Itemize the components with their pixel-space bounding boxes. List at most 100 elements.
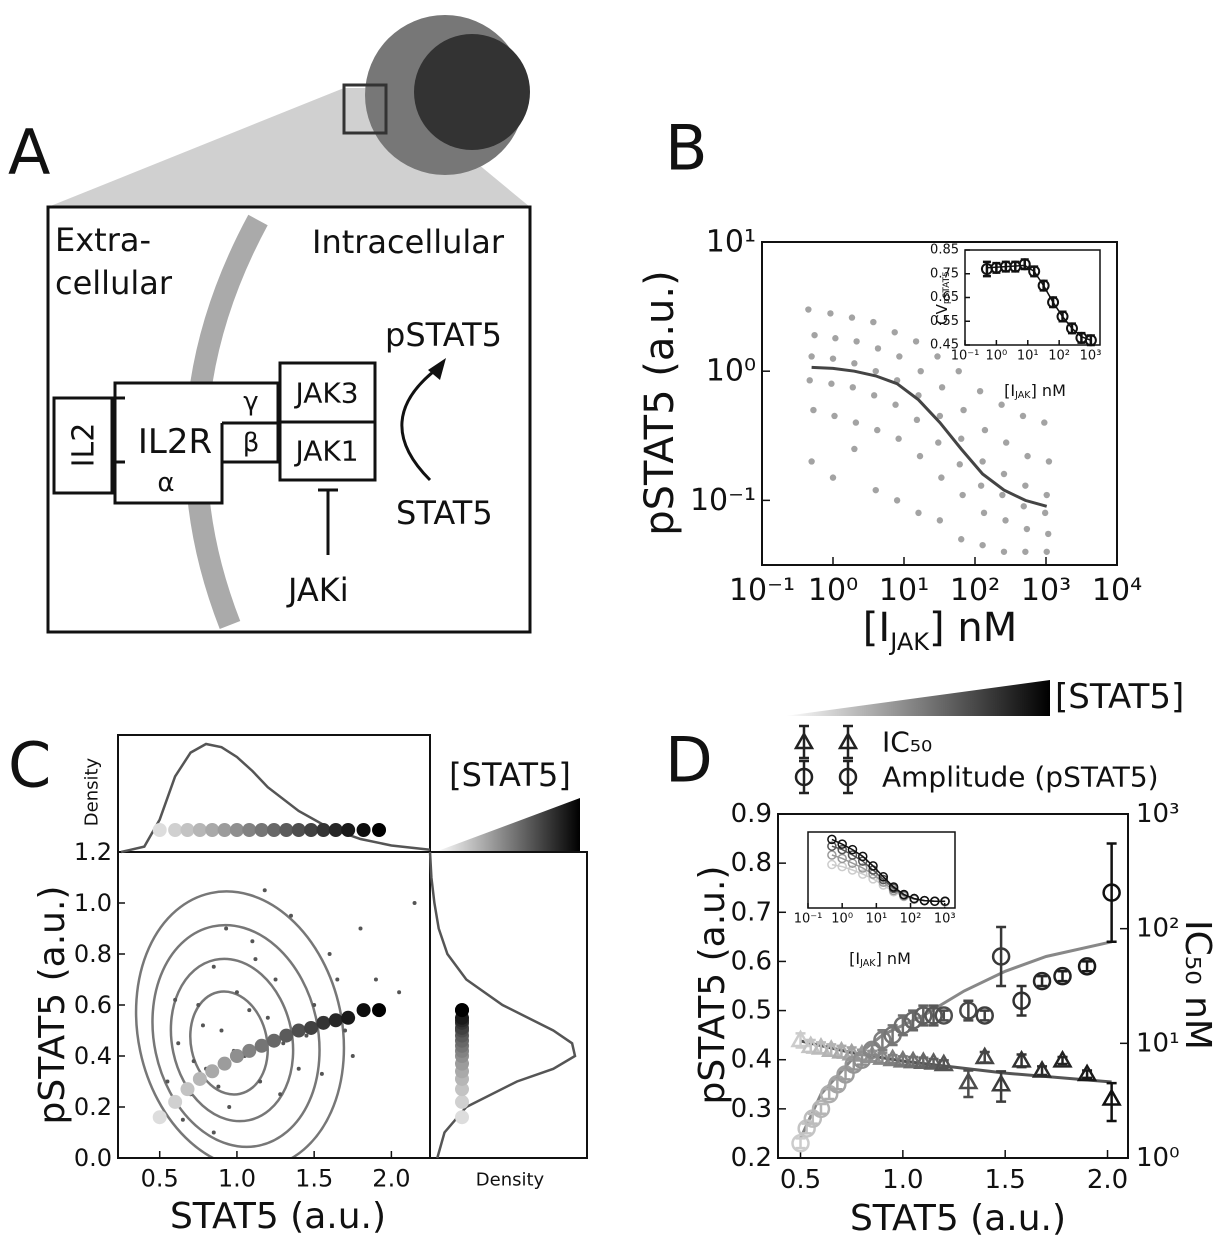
point [1002, 439, 1010, 446]
legend-label: IC₅₀ [882, 726, 932, 759]
point [1022, 548, 1029, 555]
y-tick-label: 0.55 [930, 314, 959, 329]
x-tick-label: 1.0 [218, 1164, 256, 1192]
mean-dot [205, 1064, 220, 1079]
marker [1037, 279, 1050, 292]
y-tick-label: 0.4 [74, 1042, 112, 1070]
marker [873, 1030, 892, 1050]
mean-dot [168, 1094, 183, 1109]
marker [847, 865, 858, 875]
point [916, 452, 924, 460]
point [273, 977, 278, 982]
point [892, 401, 899, 408]
y2-tick-label: 10³ [1136, 799, 1180, 829]
diagram-label: α [157, 468, 174, 498]
point [200, 1023, 205, 1028]
marker [858, 869, 868, 879]
axis-label-part: CV [933, 303, 951, 324]
legend-marker [794, 767, 814, 787]
diagram-label: JAK1 [293, 435, 358, 468]
axis-label-part: STAT5 (a.u.) [170, 1196, 386, 1237]
fit-line [811, 365, 1048, 508]
point [250, 939, 255, 944]
mean-dot-x [316, 823, 331, 837]
point [1000, 470, 1008, 478]
contour [189, 990, 269, 1096]
point [262, 888, 267, 893]
point [955, 367, 962, 375]
x-tick-label: 2.0 [1087, 1165, 1128, 1195]
mean-dot-x [291, 823, 306, 837]
mean-dot [217, 1056, 232, 1071]
mean-dot-x [372, 823, 387, 837]
diagram-label: IL2R [138, 422, 212, 462]
x-tick-label: 10⁰ [831, 912, 853, 927]
point [891, 329, 898, 336]
axis-label-part: pSTAT5 (a.u.) [637, 270, 683, 535]
mean-dot-x [304, 823, 319, 837]
mean-dot [192, 1071, 207, 1086]
error-bar [1057, 970, 1068, 983]
point [915, 509, 922, 517]
panel-label: B [665, 112, 708, 185]
y2-tick-label: 10¹ [1136, 1028, 1180, 1058]
point [358, 926, 363, 931]
point [872, 367, 879, 375]
axis-label-part: [I [1004, 381, 1015, 400]
plot-frame [777, 813, 1129, 1159]
point [870, 392, 878, 399]
axis-label-part: [I [863, 605, 890, 651]
diagram-label: β [243, 428, 260, 458]
mean-dot-x [152, 823, 167, 837]
point [247, 1008, 252, 1013]
mean-dot [242, 1043, 257, 1058]
gradient-wedge [435, 798, 580, 852]
point [343, 1028, 348, 1033]
y-tick-label: 10⁻¹ [690, 483, 756, 518]
mean-dot-x [341, 823, 356, 837]
axis-label-part: JAK [888, 628, 930, 656]
point [1045, 458, 1053, 465]
marker [933, 1053, 954, 1072]
marker [914, 1006, 933, 1025]
marker [821, 1039, 842, 1057]
marker [990, 1073, 1012, 1092]
mean-dot-x [242, 823, 257, 837]
point [1019, 412, 1027, 420]
axis-label: pSTAT5 (a.u.) [637, 270, 683, 535]
x-tick-label: 10⁴ [1092, 573, 1142, 608]
inset-curve [831, 838, 946, 903]
point [895, 435, 902, 442]
point [1041, 509, 1049, 517]
error-bar [1037, 974, 1048, 988]
marker [868, 861, 878, 871]
contour [134, 890, 346, 1158]
mean-dot [152, 1110, 167, 1125]
axis-label-part: pSTAT5 [942, 271, 952, 304]
y2-tick-label: 10² [1136, 914, 1180, 944]
jak1-box [278, 420, 377, 482]
gradient-label: [STAT5] [1055, 677, 1184, 717]
marker [1056, 310, 1069, 323]
marker [934, 1006, 954, 1025]
mean-dot-x [267, 823, 281, 837]
point [808, 353, 815, 360]
point [872, 486, 879, 494]
marker [1031, 1059, 1053, 1078]
point [852, 419, 860, 426]
legend-errorbar [843, 724, 853, 760]
point [893, 497, 901, 504]
marker [913, 1051, 934, 1070]
contour [151, 923, 321, 1149]
diagram-label: γ [243, 387, 258, 417]
point [1023, 525, 1031, 533]
il2r-shape [112, 381, 280, 505]
zoom-box [342, 83, 388, 135]
x-tick-label: 1.0 [882, 1165, 923, 1195]
point [350, 1054, 355, 1058]
y-tick-label: 0.4 [731, 1045, 772, 1075]
marker [1052, 1049, 1073, 1068]
x-tick-label: 10⁻¹ [951, 349, 980, 364]
point [851, 360, 858, 367]
mean-dot [316, 1015, 331, 1030]
